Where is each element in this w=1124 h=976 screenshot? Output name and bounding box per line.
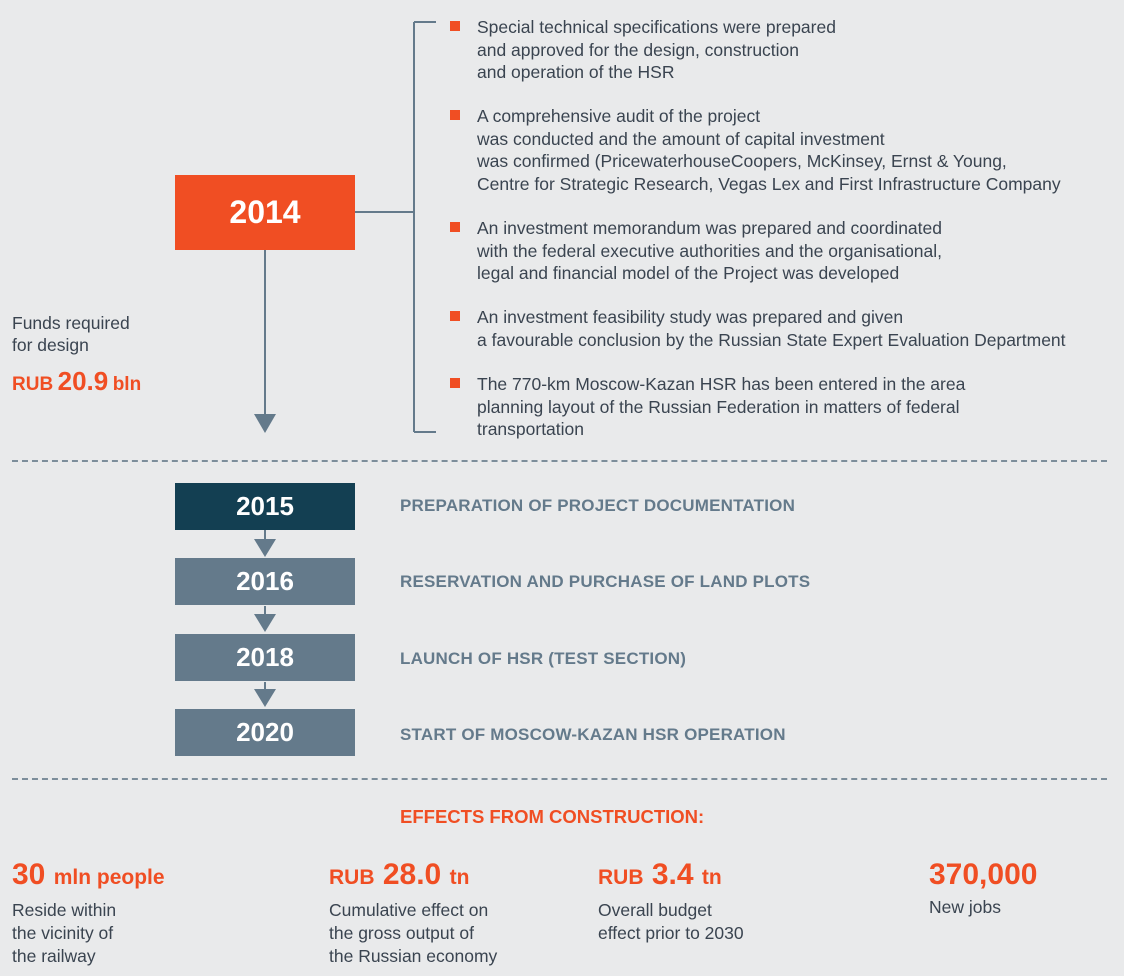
bullet-text: An investment memorandum was prepared an… <box>477 218 943 283</box>
effect-figure: RUB 3.4 tn <box>598 858 744 895</box>
effect-figure: 30 mln people <box>12 858 165 895</box>
stage-label: LAUNCH OF HSR (TEST SECTION) <box>400 649 687 668</box>
section-divider <box>12 460 1107 462</box>
effect-desc: New jobs <box>929 897 1001 917</box>
year-label: 2018 <box>236 642 294 672</box>
effect-unit: tn <box>449 866 470 889</box>
effect-value: 370,000 <box>929 858 1038 891</box>
effect-prefix: RUB <box>329 866 375 889</box>
effect-item: 30 mln people Reside within the vicinity… <box>12 858 165 968</box>
effect-item: 370,000 New jobs <box>929 858 1037 919</box>
bullet-square-icon <box>450 21 460 31</box>
funds-prefix: RUB <box>12 374 54 395</box>
year-2015-box: 2015 <box>175 483 355 530</box>
year-2014-box: 2014 <box>175 175 355 250</box>
bullet-square-icon <box>450 311 460 321</box>
bullet-square-icon <box>450 222 460 232</box>
bullet-square-icon <box>450 110 460 120</box>
arrow-2018-head <box>254 689 276 707</box>
funds-amount: RUB 20.9 bln <box>12 366 141 397</box>
effect-value: 28.0 <box>382 858 442 891</box>
effect-prefix: RUB <box>598 866 644 889</box>
effect-figure: 370,000 <box>929 858 1037 892</box>
stage-label: START OF MOSCOW-KAZAN HSR OPERATION <box>400 725 786 744</box>
effect-item: RUB 3.4 tn Overall budget effect prior t… <box>598 858 744 945</box>
funds-label: Funds required for design <box>12 313 130 355</box>
arrow-2014-head <box>254 414 276 433</box>
funds-unit: bln <box>112 374 142 395</box>
year-2016-box: 2016 <box>175 558 355 605</box>
bullet-text: A comprehensive audit of the project was… <box>477 106 1061 194</box>
funds-value: 20.9 <box>57 366 109 396</box>
effect-value: 3.4 <box>651 858 694 891</box>
bullet-text: An investment feasibility study was prep… <box>477 307 1066 350</box>
year-2020-box: 2020 <box>175 709 355 756</box>
effect-item: RUB 28.0 tn Cumulative effect on the gro… <box>329 858 497 968</box>
effect-value: 30 <box>12 858 46 891</box>
effect-desc: Overall budget effect prior to 2030 <box>598 900 744 943</box>
bullet-square-icon <box>450 378 460 388</box>
effects-title: EFFECTS FROM CONSTRUCTION: <box>400 806 705 827</box>
arrow-2015-head <box>254 539 276 557</box>
arrow-2016-head <box>254 614 276 632</box>
stage-label: PREPARATION OF PROJECT DOCUMENTATION <box>400 496 796 515</box>
year-2018-box: 2018 <box>175 634 355 681</box>
effect-desc: Reside within the vicinity of the railwa… <box>12 900 117 966</box>
effect-unit: mln people <box>53 866 165 889</box>
year-label: 2015 <box>236 491 294 521</box>
section-divider <box>12 778 1107 780</box>
bullet-text: The 770-km Moscow-Kazan HSR has been ent… <box>477 374 966 439</box>
stage-label: RESERVATION AND PURCHASE OF LAND PLOTS <box>400 572 811 591</box>
bullet-text: Special technical specifications were pr… <box>477 17 836 82</box>
effect-unit: tn <box>701 866 722 889</box>
year-label: 2020 <box>236 717 294 747</box>
year-2014-label: 2014 <box>229 194 301 230</box>
effect-figure: RUB 28.0 tn <box>329 858 497 895</box>
effect-desc: Cumulative effect on the gross output of… <box>329 900 498 966</box>
year-label: 2016 <box>236 566 294 596</box>
